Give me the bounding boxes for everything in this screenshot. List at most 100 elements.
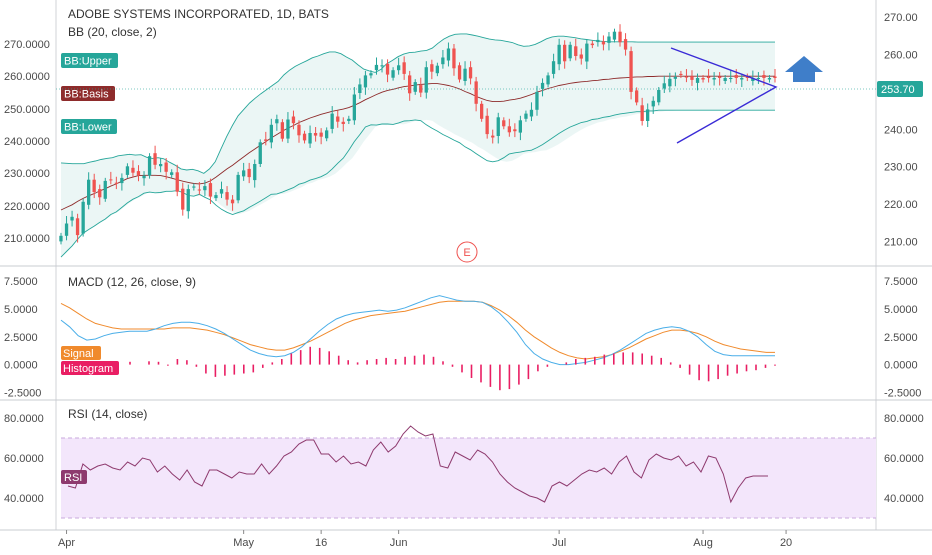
- macd-left-tick: 7.5000: [4, 276, 38, 288]
- candle: [153, 145, 157, 170]
- candle: [402, 56, 406, 80]
- rsi-band: [61, 438, 876, 518]
- signal-line: [60, 300, 775, 360]
- rsi-left-tick: 40.0000: [4, 493, 44, 505]
- candle-body: [452, 48, 456, 69]
- candle-body: [103, 180, 107, 199]
- symbol-title: ADOBE SYSTEMS INCORPORATED, 1D, BATS: [68, 7, 329, 21]
- candle: [745, 73, 749, 82]
- triangle-pattern[interactable]: [670, 47, 778, 144]
- candle: [219, 181, 224, 199]
- candle-body: [297, 124, 301, 136]
- candle: [408, 70, 412, 101]
- candle: [341, 117, 345, 132]
- candle: [513, 123, 517, 138]
- candle-body: [518, 120, 522, 133]
- candle-body: [629, 51, 633, 92]
- candle: [612, 28, 617, 43]
- earnings-marker[interactable]: E: [456, 241, 478, 263]
- macd-title: MACD (12, 26, close, 9): [68, 275, 196, 289]
- candle-body: [729, 78, 733, 79]
- price-left-tick: 270.0000: [4, 39, 50, 51]
- up-arrow-icon[interactable]: [785, 56, 823, 82]
- candle: [706, 69, 711, 83]
- candle: [756, 72, 760, 85]
- candle-body: [242, 170, 246, 177]
- candle-body: [513, 129, 517, 132]
- candle-body: [435, 65, 439, 74]
- candle: [308, 125, 312, 148]
- histogram-tag: Histogram: [61, 361, 119, 375]
- candle: [557, 38, 561, 71]
- candle-body: [718, 76, 722, 78]
- candle-body: [701, 78, 705, 80]
- candle-body: [408, 75, 412, 94]
- candle: [64, 216, 69, 241]
- candle-body: [679, 73, 683, 75]
- candle-body: [164, 162, 168, 172]
- candle: [247, 162, 251, 184]
- price-right-tick: 230.00: [884, 162, 918, 174]
- candle-body: [269, 124, 273, 143]
- candle-body: [197, 189, 201, 191]
- candle: [159, 158, 163, 173]
- candle: [264, 131, 268, 146]
- candle-body: [319, 132, 323, 137]
- candle: [164, 158, 168, 180]
- price-right-tick: 260.00: [884, 49, 918, 61]
- rsi-left-tick: 60.0000: [4, 453, 44, 465]
- candle-body: [419, 85, 423, 93]
- candle: [363, 70, 368, 95]
- candle-body: [756, 78, 760, 79]
- candle-body: [230, 199, 235, 204]
- candle: [313, 127, 318, 142]
- bb-upper-tag-label: BB:Upper: [64, 56, 112, 68]
- candle-body: [762, 75, 766, 78]
- candle: [551, 53, 556, 79]
- last-price-tag: 253.70: [56, 81, 923, 97]
- candle: [70, 210, 74, 227]
- candle-body: [596, 39, 600, 43]
- macd-right-tick: 2.5000: [884, 332, 918, 344]
- candle-body: [635, 90, 639, 103]
- candle-body: [546, 75, 550, 85]
- candle-body: [540, 82, 545, 89]
- candle-body: [92, 179, 96, 192]
- candle-body: [623, 39, 628, 50]
- candle: [170, 169, 174, 178]
- candle-body: [247, 168, 251, 178]
- candle-body: [302, 133, 307, 141]
- rsi-right-tick: 80.0000: [884, 413, 924, 425]
- candle: [380, 59, 384, 73]
- candle-body: [496, 117, 500, 136]
- candle: [325, 127, 329, 142]
- candle: [236, 171, 240, 204]
- candle-body: [264, 139, 268, 141]
- candle: [59, 232, 63, 245]
- candle-body: [363, 75, 368, 88]
- bb-lower-line: [60, 109, 775, 258]
- candle-body: [568, 44, 572, 59]
- macd-line: [60, 295, 775, 366]
- candle-body: [618, 31, 622, 43]
- candle-body: [491, 135, 495, 138]
- price-left-tick: 250.0000: [4, 104, 50, 116]
- candle: [640, 97, 644, 126]
- candle-body: [657, 90, 661, 103]
- candle-body: [441, 57, 445, 65]
- candle-body: [607, 36, 611, 43]
- candle: [662, 75, 666, 93]
- candle: [87, 172, 91, 210]
- candle-body: [474, 81, 478, 104]
- candle-body: [413, 82, 417, 92]
- candle: [98, 184, 102, 205]
- candle-body: [380, 65, 384, 67]
- candle-body: [740, 78, 744, 80]
- candle: [197, 181, 201, 195]
- candle-body: [446, 48, 451, 61]
- candle-body: [430, 64, 434, 72]
- candle: [690, 70, 694, 86]
- candle: [269, 118, 273, 149]
- candle: [695, 73, 700, 91]
